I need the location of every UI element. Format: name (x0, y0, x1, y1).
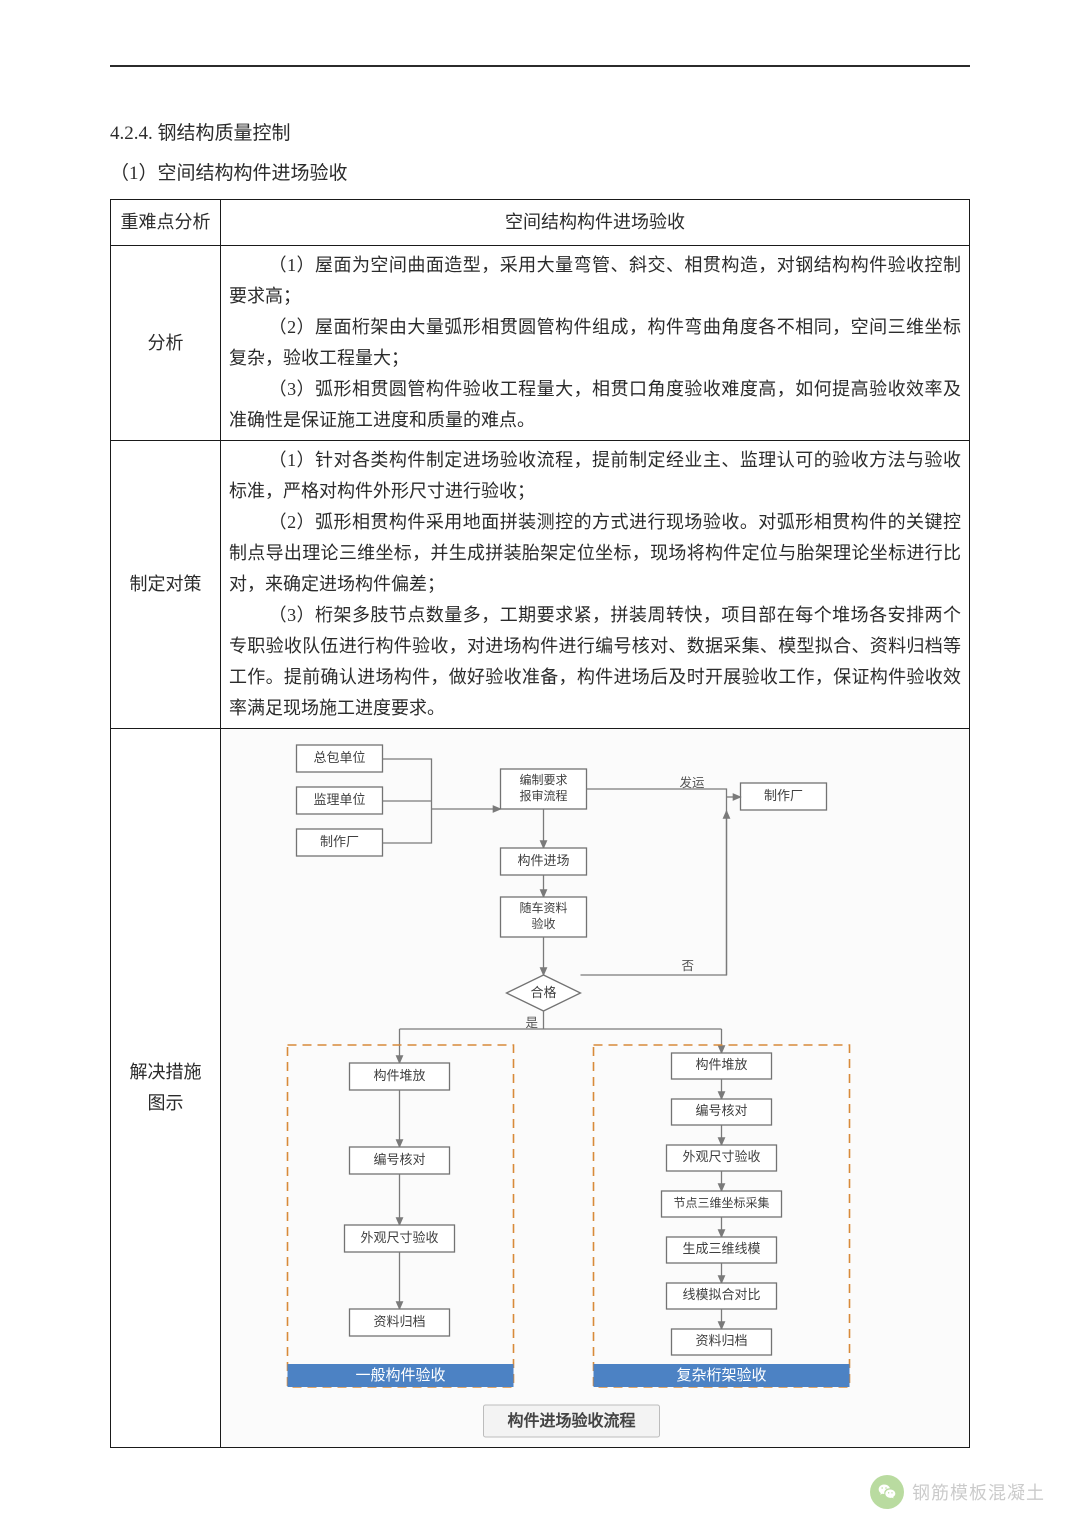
paragraph: （1）针对各类构件制定进场验收流程，提前制定经业主、监理认可的验收方法与验收标准… (229, 445, 961, 507)
header-right: 空间结构构件进场验收 (221, 200, 970, 246)
edge-label-发运: 发运 (680, 775, 706, 790)
flowchart-svg: 总包单位 监理单位 制作厂 编制要求 报审流程 制作厂 发运 构件进场 随车资料… (221, 729, 969, 1447)
svg-text:制作厂: 制作厂 (320, 834, 359, 849)
node-总包单位: 总包单位 (297, 745, 383, 772)
node-right-构件堆放: 构件堆放 (672, 1053, 772, 1079)
table-header-row: 重难点分析 空间结构构件进场验收 (111, 200, 970, 246)
page: 4.2.4. 钢结构质量控制 （1）空间结构构件进场验收 重难点分析 空间结构构… (110, 65, 970, 1448)
watermark-text: 钢筋模板混凝土 (912, 1479, 1045, 1505)
section-heading: 4.2.4. 钢结构质量控制 (110, 115, 970, 153)
svg-text:监理单位: 监理单位 (313, 792, 365, 807)
svg-text:编号核对: 编号核对 (373, 1152, 425, 1167)
svg-text:节点三维坐标采集: 节点三维坐标采集 (673, 1195, 769, 1210)
svg-text:制作厂: 制作厂 (764, 788, 803, 803)
header-left: 重难点分析 (111, 200, 221, 246)
svg-text:构件堆放: 构件堆放 (373, 1068, 425, 1083)
paragraph: （2）屋面桁架由大量弧形相贯圆管构件组成，构件弯曲角度各不相同，空间三维坐标复杂… (229, 312, 961, 374)
svg-text:合格: 合格 (530, 985, 556, 1000)
svg-text:报审流程: 报审流程 (519, 788, 567, 803)
node-right-资料归档: 资料归档 (672, 1329, 772, 1355)
row-label: 制定对策 (111, 441, 221, 729)
watermark: 钢筋模板混凝土 (870, 1475, 1045, 1509)
svg-text:构件进场: 构件进场 (517, 853, 569, 868)
flow-caption: 构件进场验收流程 (507, 1411, 635, 1430)
table-row: 制定对策 （1）针对各类构件制定进场验收流程，提前制定经业主、监理认可的验收方法… (111, 441, 970, 729)
page-rule (110, 65, 970, 67)
node-监理单位: 监理单位 (297, 787, 383, 814)
node-left-编号核对: 编号核对 (350, 1147, 450, 1174)
paragraph: （2）弧形相贯构件采用地面拼装测控的方式进行现场验收。对弧形相贯构件的关键控制点… (229, 507, 961, 600)
svg-text:外观尺寸验收: 外观尺寸验收 (682, 1149, 760, 1164)
node-合格: 合格 (507, 975, 581, 1011)
svg-text:编号核对: 编号核对 (695, 1103, 747, 1118)
node-制作厂-right: 制作厂 (741, 783, 827, 810)
edge-label-是: 是 (526, 1016, 539, 1030)
flowchart: 总包单位 监理单位 制作厂 编制要求 报审流程 制作厂 发运 构件进场 随车资料… (221, 729, 969, 1447)
svg-text:生成三维线模: 生成三维线模 (682, 1241, 760, 1256)
analysis-table: 重难点分析 空间结构构件进场验收 分析 （1）屋面为空间曲面造型，采用大量弯管、… (110, 199, 970, 1448)
flowchart-cell: 总包单位 监理单位 制作厂 编制要求 报审流程 制作厂 发运 构件进场 随车资料… (221, 729, 970, 1448)
edge-label-否: 否 (682, 959, 695, 973)
band-right-text: 复杂桁架验收 (676, 1366, 766, 1384)
node-left-构件堆放: 构件堆放 (350, 1063, 450, 1090)
node-right-节点三维坐标采集: 节点三维坐标采集 (662, 1191, 782, 1217)
svg-text:外观尺寸验收: 外观尺寸验收 (360, 1230, 438, 1245)
wechat-icon (870, 1475, 904, 1509)
node-right-生成三维线模: 生成三维线模 (667, 1237, 777, 1263)
row-label: 分析 (111, 246, 221, 441)
band-left-text: 一般构件验收 (355, 1367, 445, 1384)
paragraph: （1）屋面为空间曲面造型，采用大量弯管、斜交、相贯构造，对钢结构构件验收控制要求… (229, 250, 961, 312)
node-left-外观尺寸验收: 外观尺寸验收 (345, 1225, 455, 1252)
svg-text:线模拟合对比: 线模拟合对比 (682, 1287, 760, 1302)
table-row: 解决措施 图示 总包单位 监理单位 制作厂 编制要求 报审流程 制作厂 发运 构… (111, 729, 970, 1448)
svg-text:随车资料: 随车资料 (519, 900, 567, 915)
subsection-heading: （1）空间结构构件进场验收 (110, 155, 970, 193)
row-body: （1）针对各类构件制定进场验收流程，提前制定经业主、监理认可的验收方法与验收标准… (221, 441, 970, 729)
node-right-线模拟合对比: 线模拟合对比 (667, 1283, 777, 1309)
node-left-资料归档: 资料归档 (350, 1309, 450, 1336)
row-body: （1）屋面为空间曲面造型，采用大量弯管、斜交、相贯构造，对钢结构构件验收控制要求… (221, 246, 970, 441)
paragraph: （3）桁架多肢节点数量多，工期要求紧，拼装周转快，项目部在每个堆场各安排两个专职… (229, 600, 961, 724)
paragraph: （3）弧形相贯圆管构件验收工程量大，相贯口角度验收难度高，如何提高验收效率及准确… (229, 374, 961, 436)
svg-text:构件堆放: 构件堆放 (695, 1057, 747, 1072)
node-right-外观尺寸验收: 外观尺寸验收 (667, 1145, 777, 1171)
node-制作厂: 制作厂 (297, 829, 383, 856)
table-row: 分析 （1）屋面为空间曲面造型，采用大量弯管、斜交、相贯构造，对钢结构构件验收控… (111, 246, 970, 441)
node-随车资料验收: 随车资料 验收 (501, 897, 587, 937)
svg-text:总包单位: 总包单位 (313, 750, 365, 765)
svg-text:资料归档: 资料归档 (695, 1333, 747, 1348)
node-right-编号核对: 编号核对 (672, 1099, 772, 1125)
row-label: 解决措施 图示 (111, 729, 221, 1448)
node-构件进场: 构件进场 (501, 848, 587, 875)
svg-text:编制要求: 编制要求 (519, 772, 567, 787)
node-编制要求报审流程: 编制要求 报审流程 (501, 769, 587, 809)
svg-text:资料归档: 资料归档 (373, 1314, 425, 1329)
svg-text:验收: 验收 (531, 916, 555, 931)
